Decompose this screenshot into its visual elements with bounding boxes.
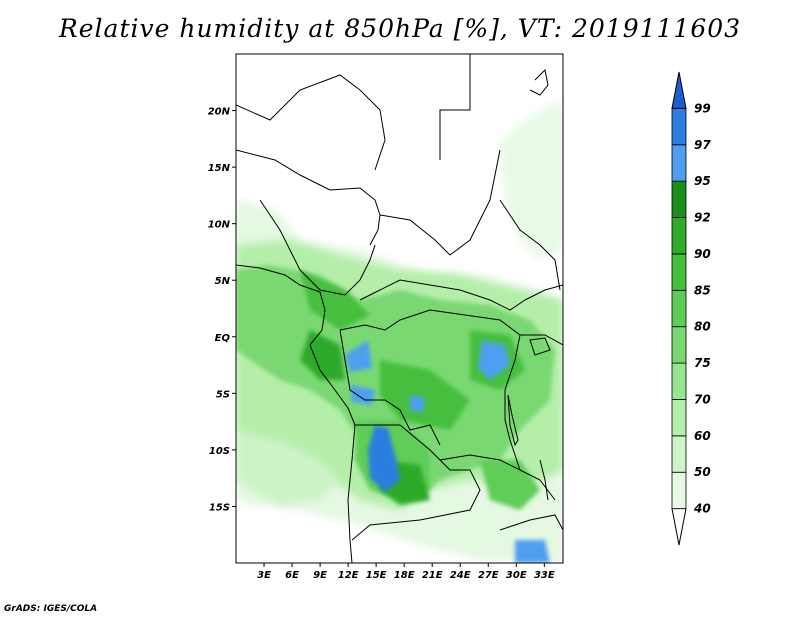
lon-tick-label-10: 33E [534, 570, 555, 581]
colorbar-label-4: 75 [694, 356, 711, 370]
lake-tanganyika [507, 394, 519, 447]
colorbar-segment-10 [671, 107, 687, 146]
rh-peak-southeast [515, 540, 550, 563]
border-east-africa [520, 334, 563, 346]
border-libya-sudan [439, 54, 471, 160]
colorbar-segment-9 [671, 144, 687, 182]
border-drc-west [339, 329, 441, 446]
lat-tick-label-2: 10N [208, 220, 231, 231]
lat-tick-label-5: 5S [216, 389, 230, 400]
lat-tick-label-7: 15S [209, 502, 230, 513]
credit-label: GrADS: IGES/COLA [4, 604, 98, 614]
border-car [359, 279, 526, 311]
lon-tick-label-2: 9E [313, 570, 327, 581]
border-drc-east [504, 334, 521, 471]
border-niger-chad [379, 149, 501, 256]
rh-core-gabon [300, 330, 345, 380]
lon-tick-label-0: 3E [257, 570, 271, 581]
lon-tick-label-4: 15E [366, 570, 387, 581]
lon-tick-label-3: 12E [338, 570, 359, 581]
border-drc-north [339, 309, 521, 336]
colorbar-segment-3 [671, 362, 687, 400]
border-angola [351, 424, 481, 541]
colorbar-arrow-bottom [671, 508, 687, 546]
lake-victoria [529, 337, 551, 356]
lat-tick-label-6: 10S [209, 446, 230, 457]
lon-tick-label-7: 24E [450, 570, 471, 581]
lake-malawi [539, 459, 549, 501]
longitude-axis: 3E 6E 9E 12E 15E 18E 21E 24E 27E 30E 33E [257, 563, 555, 581]
lon-tick-label-1: 6E [285, 570, 299, 581]
rh-region-northeast [500, 100, 563, 260]
rh-peak-kivu [410, 395, 425, 412]
colorbar-label-10: 97 [694, 138, 711, 152]
colorbar-segment-0 [671, 471, 687, 510]
colorbar-segment-7 [671, 217, 687, 255]
rh-core-central [380, 360, 470, 430]
colorbar-label-3: 70 [694, 392, 711, 406]
latitude-axis: 20N 15N 10N 5N EQ 5S 10S 15S [208, 107, 236, 513]
lon-tick-label-5: 18E [394, 570, 415, 581]
rh-peak-angola [368, 425, 400, 492]
lat-tick-label-1: 15N [208, 163, 231, 174]
rh-peak-east [478, 340, 510, 380]
border-zambia [439, 454, 556, 501]
colorbar-arrow-top [671, 71, 687, 109]
colorbar-segment-6 [671, 253, 687, 291]
colorbar-label-9: 95 [694, 174, 711, 188]
colorbar: 40 50 60 70 75 80 85 90 92 95 97 99 [671, 71, 711, 546]
colorbar-label-6: 85 [694, 283, 711, 297]
lat-tick-label-0: 20N [208, 107, 231, 118]
colorbar-segment-1 [671, 435, 687, 473]
colorbar-segment-8 [671, 180, 687, 218]
border-mali-niger [236, 149, 381, 246]
country-borders [236, 54, 563, 563]
colorbar-label-7: 90 [694, 247, 711, 261]
lat-tick-label-3: 5N [215, 276, 231, 287]
rh-region-ocean-south [236, 430, 340, 505]
border-nigeria [259, 199, 376, 296]
red-sea-coast [529, 68, 549, 96]
colorbar-label-0: 40 [693, 502, 711, 516]
lat-tick-label-4: EQ [215, 333, 231, 344]
colorbar-label-1: 50 [694, 465, 711, 479]
border-algeria [236, 74, 386, 171]
colorbar-label-5: 80 [694, 320, 711, 334]
colorbar-segment-4 [671, 326, 687, 364]
humidity-field [236, 100, 563, 563]
colorbar-label-8: 92 [694, 211, 711, 225]
colorbar-segment-2 [671, 399, 687, 437]
rh-peak-congo [345, 340, 372, 372]
colorbar-label-2: 60 [694, 429, 711, 443]
colorbar-segment-5 [671, 289, 687, 328]
map-frame [235, 53, 564, 564]
lon-tick-label-8: 27E [478, 570, 499, 581]
map-title: Relative humidity at 850hPa [%], VT: 201… [58, 14, 742, 43]
colorbar-label-11: 99 [694, 101, 711, 115]
rh-core-cameroon [300, 270, 370, 330]
lon-tick-label-6: 21E [422, 570, 443, 581]
coastline-west-africa [236, 264, 356, 563]
border-mozambique [499, 514, 563, 531]
lon-tick-label-9: 30E [506, 570, 527, 581]
border-sudan-east [499, 199, 561, 291]
border-ethiopia [524, 284, 563, 301]
